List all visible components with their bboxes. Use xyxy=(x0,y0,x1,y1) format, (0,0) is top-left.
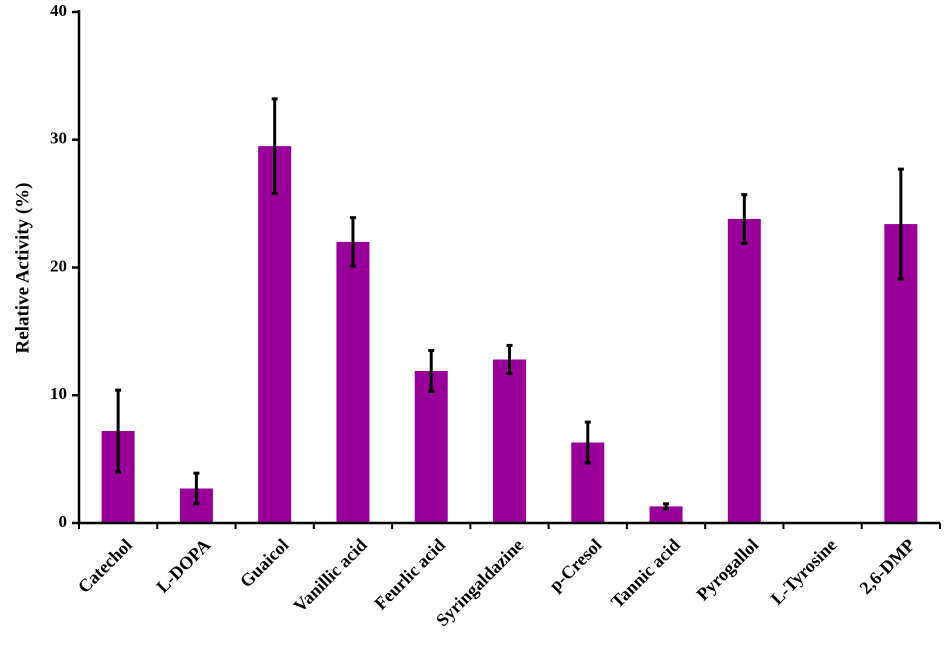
category-label-7: Tannic acid xyxy=(607,535,684,612)
category-label-1: L-DOPA xyxy=(152,535,214,597)
y-tick-label-4: 40 xyxy=(50,1,67,20)
category-label-6: p-Cresol xyxy=(545,535,606,596)
y-tick-label-2: 20 xyxy=(50,256,67,275)
bar-7 xyxy=(649,506,683,523)
y-tick-label-1: 10 xyxy=(50,384,67,403)
y-axis-title: Relative Activity (%) xyxy=(12,183,33,354)
y-tick-label-3: 30 xyxy=(50,129,67,148)
category-label-2: Guaicol xyxy=(236,535,293,592)
category-label-8: Pyrogallol xyxy=(692,535,762,605)
y-axis-title-group: Relative Activity (%) xyxy=(12,183,33,354)
category-label-4: Feurlic acid xyxy=(370,535,449,614)
category-label-9: L-Tyrosine xyxy=(767,535,841,609)
category-label-10: 2,6-DMP xyxy=(855,535,918,598)
bar-5 xyxy=(493,359,526,523)
bar-2 xyxy=(258,146,292,523)
bar-3 xyxy=(336,241,370,523)
y-tick-label-0: 0 xyxy=(59,512,68,531)
category-label-0: Catechol xyxy=(74,535,136,597)
bar-8 xyxy=(727,218,761,523)
category-label-3: Vanillic acid xyxy=(290,535,371,616)
bar-4 xyxy=(414,370,448,523)
